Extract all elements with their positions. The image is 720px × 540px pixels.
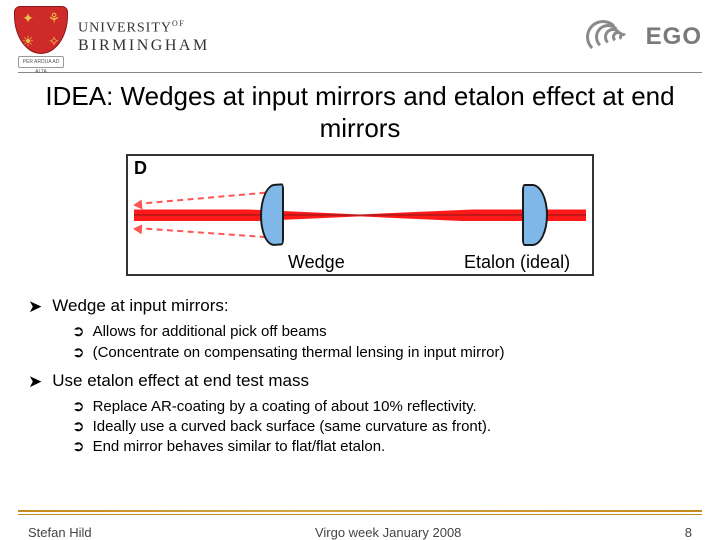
footer-page: 8	[685, 525, 692, 540]
slide-title: IDEA: Wedges at input mirrors and etalon…	[0, 79, 720, 154]
bullet-2-sub-1: ➲ Replace AR-coating by a coating of abo…	[72, 397, 692, 417]
sub-text: Ideally use a curved back surface (same …	[93, 417, 492, 437]
wedge-mirror-icon	[260, 184, 284, 248]
sub-text: Allows for additional pick off beams	[93, 322, 327, 342]
ghost-beam-up-icon	[136, 192, 266, 205]
bullet-2-text: Use etalon effect at end test mass	[52, 371, 309, 391]
university-block: ✦⚘ ☀✧ PER ARDUA AD ALTA UNIVERSITYOF BIR…	[14, 6, 210, 68]
etalon-mirror-icon	[522, 184, 548, 246]
sub-marker-icon: ➲	[72, 322, 85, 342]
wedge-label: Wedge	[288, 252, 345, 273]
footer-venue: Virgo week January 2008	[315, 525, 461, 540]
sub-text: (Concentrate on compensating thermal len…	[93, 343, 505, 363]
slide-header: ✦⚘ ☀✧ PER ARDUA AD ALTA UNIVERSITYOF BIR…	[0, 0, 720, 70]
uni-line1-of: OF	[172, 19, 185, 28]
sub-marker-icon: ➲	[72, 437, 85, 457]
header-rule	[18, 72, 702, 73]
sub-marker-icon: ➲	[72, 397, 85, 417]
bullet-2-sub-2: ➲ Ideally use a curved back surface (sam…	[72, 417, 692, 437]
bullet-2: ➤ Use etalon effect at end test mass	[28, 371, 692, 393]
crest-motto: PER ARDUA AD ALTA	[18, 56, 64, 68]
uni-line2: BIRMINGHAM	[78, 37, 210, 55]
bullet-1-sub-1: ➲ Allows for additional pick off beams	[72, 322, 692, 342]
ego-text: EGO	[646, 23, 702, 51]
ego-logo-icon	[586, 20, 638, 54]
bullet-marker-icon: ➤	[28, 371, 42, 393]
diagram-container: D Wedge Etalon (ideal)	[0, 154, 720, 284]
sub-text: End mirror behaves similar to flat/flat …	[93, 437, 386, 457]
etalon-label: Etalon (ideal)	[464, 252, 570, 273]
bullet-1-sub-2: ➲ (Concentrate on compensating thermal l…	[72, 343, 692, 363]
bullet-1: ➤ Wedge at input mirrors:	[28, 296, 692, 318]
footer-author: Stefan Hild	[28, 525, 92, 540]
uni-line1-a: UNIVERSITY	[78, 21, 172, 36]
sub-text: Replace AR-coating by a coating of about…	[93, 397, 477, 417]
sub-marker-icon: ➲	[72, 417, 85, 437]
bullet-2-sub-3: ➲ End mirror behaves similar to flat/fla…	[72, 437, 692, 457]
university-name: UNIVERSITYOF BIRMINGHAM	[78, 19, 210, 55]
sub-marker-icon: ➲	[72, 343, 85, 363]
optics-diagram: D Wedge Etalon (ideal)	[126, 154, 594, 276]
slide-footer: Stefan Hild Virgo week January 2008 8	[0, 515, 720, 540]
ghost-beam-down-icon	[136, 227, 266, 238]
content-area: ➤ Wedge at input mirrors: ➲ Allows for a…	[0, 284, 720, 510]
panel-label: D	[134, 158, 147, 179]
ego-block: EGO	[586, 20, 702, 54]
main-beam-icon	[134, 209, 586, 221]
bullet-marker-icon: ➤	[28, 296, 42, 318]
bullet-1-text: Wedge at input mirrors:	[52, 296, 228, 316]
university-crest-icon: ✦⚘ ☀✧ PER ARDUA AD ALTA	[14, 6, 68, 68]
